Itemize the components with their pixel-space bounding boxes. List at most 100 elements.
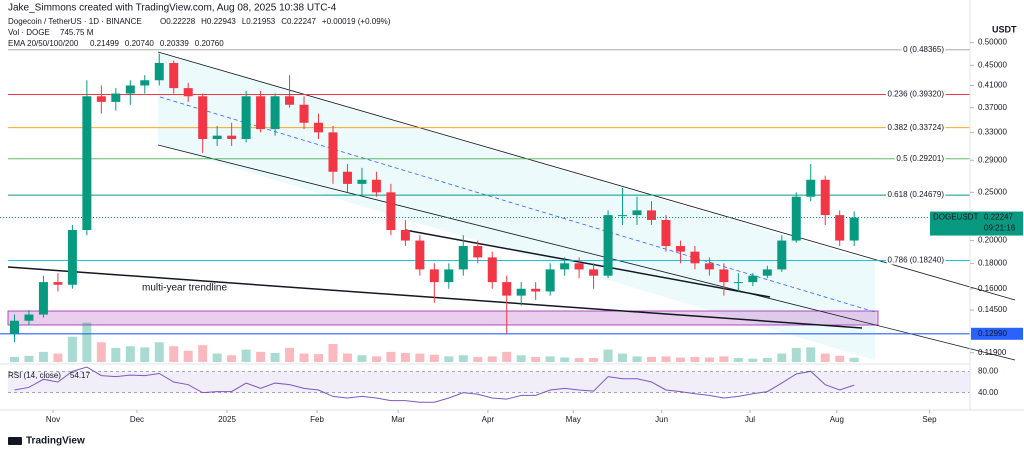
x-tick-label: Sep — [922, 415, 937, 424]
x-tick-label: Nov — [46, 415, 60, 424]
candle-body — [96, 96, 106, 102]
candle-body — [618, 215, 628, 217]
candle-body — [357, 179, 367, 184]
candle-body — [386, 192, 396, 231]
volume-bar — [328, 344, 338, 362]
candle-body — [458, 246, 468, 270]
volume-bar — [502, 351, 512, 362]
volume-bar — [400, 353, 410, 362]
candle-body — [198, 96, 208, 140]
ohlc-value: L0.21953 — [242, 17, 276, 26]
candle-body — [661, 219, 671, 247]
ema-value: 0.20760 — [195, 39, 224, 48]
candle-body — [256, 96, 266, 130]
candle-body — [690, 251, 700, 264]
trendline — [404, 229, 771, 298]
y-tick-label: 0.18000 — [978, 258, 1007, 267]
ema-value: 0.21499 — [90, 39, 119, 48]
demand-zone — [7, 310, 879, 326]
rsi-tick-label: 40.00 — [978, 388, 999, 397]
fib-label: 0.5 (0.29201) — [896, 154, 944, 163]
volume-value: 745.75 M — [60, 28, 94, 37]
volume-bar — [516, 355, 526, 362]
candle-body — [314, 122, 324, 133]
candle-body — [9, 320, 19, 334]
volume-bar — [458, 355, 468, 362]
rsi-label: RSI (14, close) — [8, 371, 61, 380]
countdown: 09:21:16 — [984, 224, 1016, 233]
candle-body — [24, 314, 34, 321]
candle-body — [140, 80, 150, 86]
volume-bar — [371, 356, 381, 362]
volume-bar — [762, 358, 772, 362]
x-tick-label: Dec — [130, 415, 144, 424]
candle-body — [328, 132, 338, 172]
author-line: Jake_Simmons created with TradingView.co… — [8, 3, 337, 14]
volume-bar — [690, 356, 700, 362]
candle-body — [748, 275, 758, 283]
candle-body — [806, 179, 816, 197]
volume-bar — [38, 351, 48, 362]
fib-label: 0.382 (0.33724) — [888, 123, 945, 132]
volume-bar — [429, 354, 439, 362]
x-tick-label: 2025 — [218, 415, 236, 424]
candle-body — [719, 269, 729, 283]
candle-body — [589, 269, 599, 276]
volume-bar — [849, 357, 859, 362]
x-tick-label: Aug — [830, 415, 844, 424]
ohlc-value: +0.00019 (+0.09%) — [322, 17, 391, 26]
channel-lower — [157, 144, 1016, 361]
volume-bar — [487, 356, 497, 362]
volume-bar — [386, 351, 396, 362]
volume-bar — [806, 347, 816, 362]
candle-body — [675, 246, 685, 252]
candle-body — [299, 104, 309, 123]
candle-body — [487, 257, 497, 283]
volume-bar — [96, 342, 106, 362]
volume-bar — [285, 347, 295, 362]
brand: TradingView — [26, 436, 85, 447]
volume-bar — [212, 353, 222, 362]
volume-bar — [140, 347, 150, 362]
y-tick-label: 0.16000 — [978, 284, 1007, 293]
candle-body — [545, 269, 555, 292]
candle-body — [646, 210, 656, 220]
fib-label: 0 (0.48365) — [903, 45, 944, 54]
y-tick-label: 0.45000 — [978, 60, 1007, 69]
rsi-value: 54.17 — [70, 371, 91, 380]
candle-body — [531, 288, 541, 292]
volume-bar — [198, 345, 208, 362]
volume-bar — [704, 357, 714, 362]
support-tag — [971, 327, 1023, 340]
volume-bar — [719, 356, 729, 362]
candle-body — [429, 269, 439, 283]
candle-body — [632, 210, 642, 216]
volume-bar — [632, 356, 642, 362]
candle-body — [125, 85, 135, 94]
y-tick-label: 0.20000 — [978, 236, 1007, 245]
candle-body — [849, 217, 859, 241]
candle-body — [835, 215, 845, 241]
candle-body — [473, 246, 483, 258]
x-tick-label: Jul — [745, 415, 755, 424]
volume-bar — [241, 349, 251, 362]
candle-body — [285, 96, 295, 105]
fib-label: 0.618 (0.24679) — [888, 190, 945, 199]
candle-body — [169, 62, 179, 89]
candle-body — [82, 96, 92, 231]
candle-body — [53, 282, 63, 285]
multi-year-trendline — [7, 266, 863, 329]
volume-bar — [473, 356, 483, 362]
volume-bar — [733, 358, 743, 362]
volume-bar — [53, 353, 63, 362]
candle-body — [502, 282, 512, 296]
ohlc-value: O0.22228 — [160, 17, 196, 26]
volume-bar — [835, 355, 845, 362]
candle-body — [154, 62, 164, 81]
candle-body — [111, 93, 121, 102]
candle-body — [415, 240, 425, 270]
candle-body — [241, 96, 251, 140]
y-tick-label: 0.33000 — [978, 127, 1007, 136]
volume-bar — [125, 346, 135, 362]
x-tick-label: Jun — [655, 415, 668, 424]
